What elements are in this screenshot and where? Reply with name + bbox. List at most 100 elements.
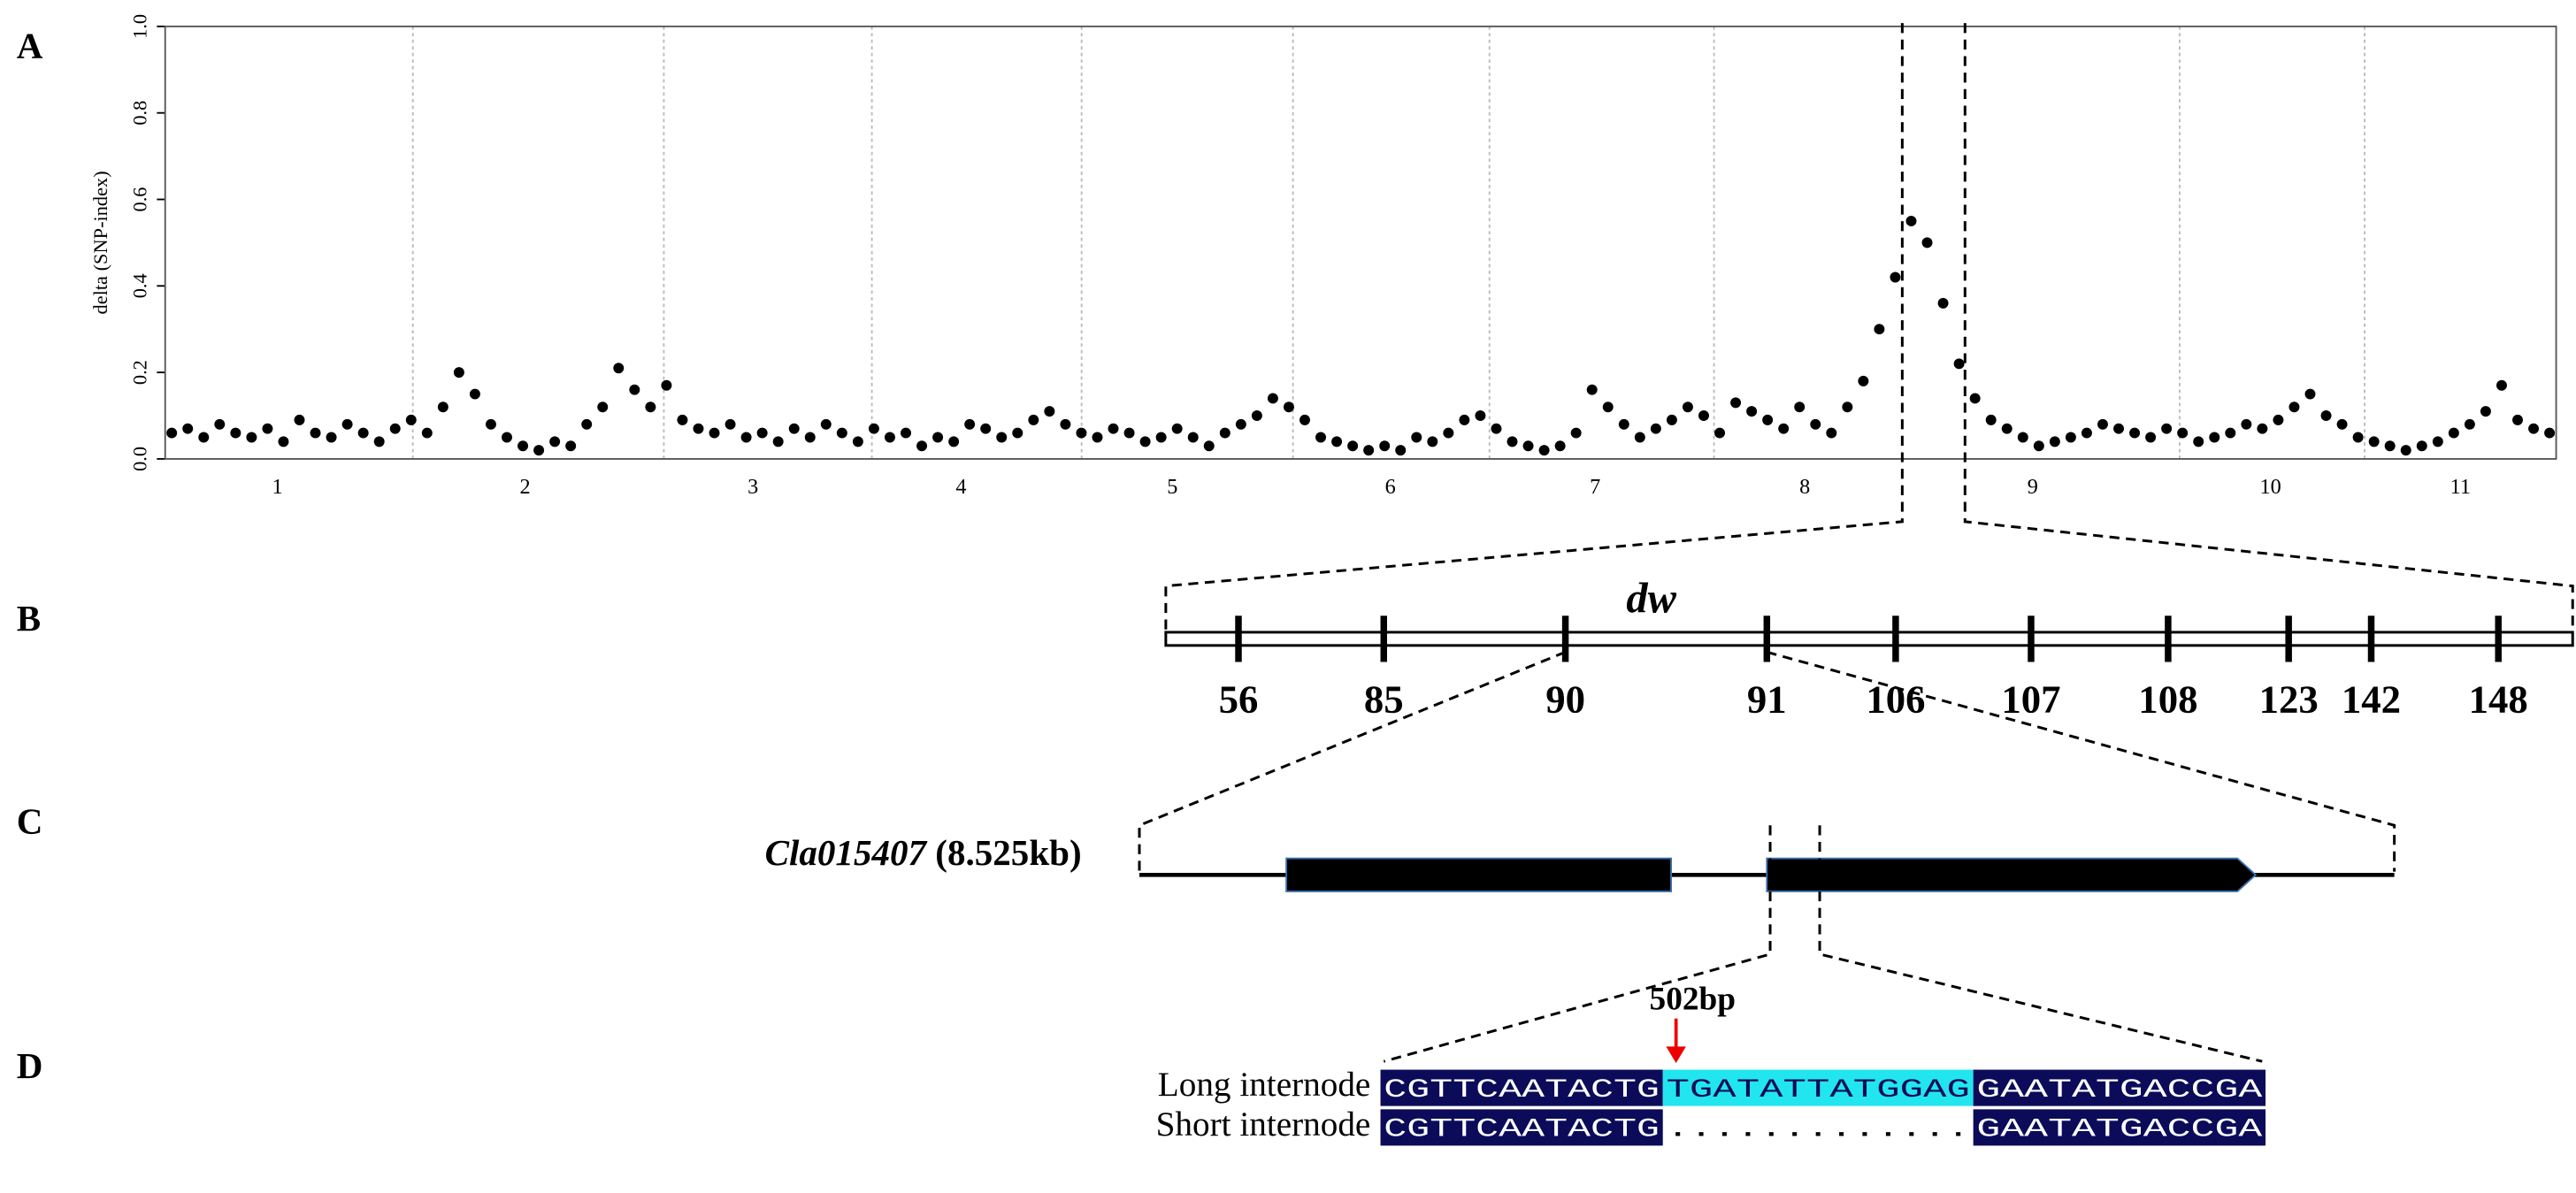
data-point [2209,432,2220,443]
data-point [916,440,928,452]
data-point [1139,436,1151,447]
data-point [964,418,976,430]
data-point [1714,427,1725,439]
data-point [581,418,593,430]
marker-label: 91 [1747,677,1787,721]
data-point [437,401,448,413]
data-point [1251,410,1262,421]
data-point [1985,414,1997,425]
sequence: CGTTCAATACTG [1384,1074,1660,1105]
y-tick-label: 0.4 [129,273,151,298]
data-point [2241,418,2252,430]
data-point [1427,436,1438,447]
data-point [629,384,640,395]
data-point [1203,440,1215,452]
sequence: CGTTCAATACTG [1384,1114,1660,1144]
data-point [1300,414,1310,425]
data-point [2033,440,2044,452]
data-point [1060,418,1071,430]
gene-size: (8.525kb) [935,832,1081,873]
data-point [2145,432,2157,443]
sequence: GAATATGACCGA [1976,1114,2262,1144]
data-point [2113,423,2124,434]
exon [1285,857,1672,892]
zoom-line [1818,825,2263,1063]
x-tick-label: 1 [272,475,283,499]
data-point [884,432,895,443]
data-point [2273,414,2284,425]
y-axis-label: delta (SNP-index) [89,171,111,314]
data-point [373,436,385,447]
data-point [2416,440,2427,452]
data-point [1044,406,1055,417]
data-point [341,418,353,430]
data-point [1682,401,1693,413]
data-point [1331,436,1343,447]
sequence-block [1973,1109,2266,1146]
data-point [2496,379,2507,391]
data-point [645,401,656,413]
y-tick-label: 0.0 [129,447,151,471]
marker-label: 85 [1364,677,1404,721]
data-point [709,427,720,439]
data-point [421,427,433,439]
data-point [246,432,257,443]
data-point [1411,432,1422,443]
data-point [389,423,401,434]
alignment: Long internode CGTTCAATACTG TGATATTATGGAG G… [1156,1066,2266,1146]
x-tick-label: 2 [520,475,531,499]
data-point [597,401,609,413]
data-point [1858,375,1869,386]
data-point [1459,414,1470,425]
data-point [1363,445,1375,456]
marker-group: 56 85 90 91 106 107 108 123 142 148 [1219,616,2528,721]
y-tick-label: 0.6 [129,187,151,212]
x-tick-label: 7 [1590,475,1600,499]
data-point [1794,401,1806,413]
data-point [1586,384,1598,395]
data-point [1347,440,1359,452]
data-point [1092,432,1103,443]
panel-label: B [17,598,41,639]
x-tick-label: 10 [2260,475,2281,499]
data-point [2193,436,2204,447]
data-point [549,436,561,447]
marker-label: 107 [2001,677,2060,721]
x-tick-label: 3 [748,475,758,499]
data-point [166,427,178,439]
data-point [2464,418,2475,430]
sequence: GAATATGACCGA [1976,1074,2262,1105]
sequence-block [1973,1069,2266,1106]
data-point [1570,427,1582,439]
data-point [310,427,321,439]
data-point [1475,410,1486,421]
data-point [2320,410,2332,421]
data-point [1634,432,1645,443]
data-point [2081,427,2092,439]
data-point [2161,423,2173,434]
x-tick-label: 8 [1799,475,1810,499]
marker-label: 123 [2259,677,2319,721]
arrow-head [1666,1046,1686,1064]
data-point [613,363,625,374]
y-tick-label: 1.0 [129,14,151,39]
data-point [2225,427,2236,439]
data-point [1554,440,1566,452]
data-point [469,388,480,400]
data-point [2049,436,2060,447]
data-point [932,432,944,443]
data-point [1123,427,1135,439]
data-point [485,418,496,430]
data-point [405,414,417,425]
data-point [2448,427,2459,439]
data-point [820,418,832,430]
data-point [2480,406,2491,417]
data-point [868,423,879,434]
sequence-label: Short internode [1156,1105,1371,1143]
data-point [2304,388,2316,400]
data-point [1155,432,1167,443]
data-point [852,436,863,447]
